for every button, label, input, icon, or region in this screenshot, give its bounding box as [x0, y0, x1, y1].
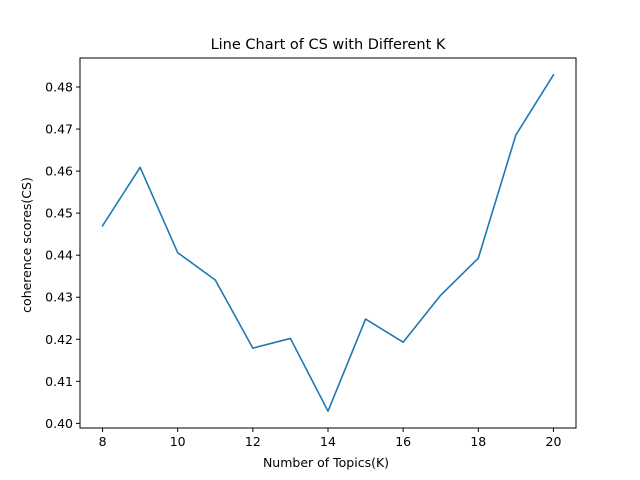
y-tick-label: 0.48	[45, 80, 73, 95]
x-tick-label: 8	[99, 434, 107, 449]
x-tick-label: 20	[546, 434, 562, 449]
x-tick-label: 10	[170, 434, 186, 449]
y-tick-label: 0.44	[45, 248, 73, 263]
chart-title: Line Chart of CS with Different K	[211, 37, 446, 53]
y-axis-label: coherence scores(CS)	[19, 177, 34, 313]
y-tick-label: 0.46	[45, 164, 73, 179]
y-tick-label: 0.43	[45, 290, 73, 305]
x-axis-label: Number of Topics(K)	[263, 455, 389, 470]
y-tick-label: 0.41	[45, 374, 73, 389]
y-tick-label: 0.40	[45, 416, 73, 431]
y-tick-label: 0.45	[45, 206, 73, 221]
y-tick-label: 0.42	[45, 332, 73, 347]
x-axis: 8 10 12 14 16 18 20	[99, 428, 562, 449]
y-tick-label: 0.47	[45, 122, 73, 137]
x-tick-label: 16	[395, 434, 411, 449]
y-axis: 0.40 0.41 0.42 0.43 0.44 0.45 0.46 0.47 0.48	[45, 80, 80, 431]
x-tick-label: 14	[320, 434, 336, 449]
x-tick-label: 18	[470, 434, 486, 449]
plot-area	[101, 73, 555, 412]
x-tick-label: 12	[245, 434, 261, 449]
